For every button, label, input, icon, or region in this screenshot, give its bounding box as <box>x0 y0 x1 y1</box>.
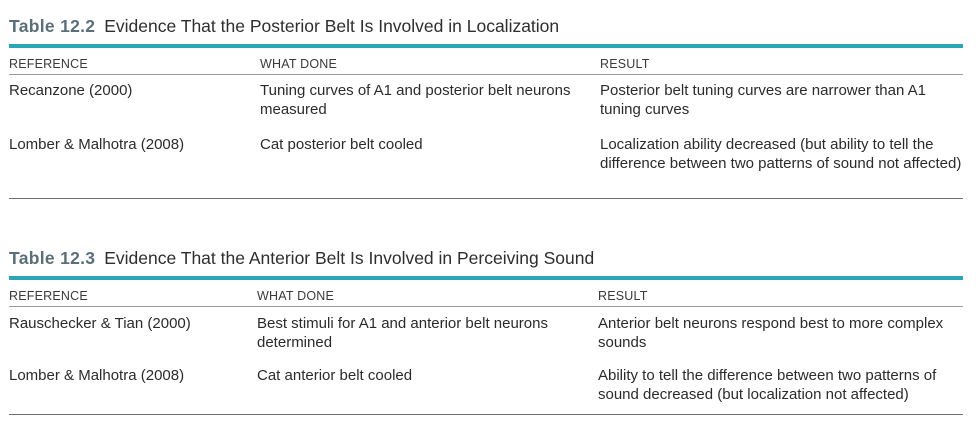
accent-rule <box>9 276 963 280</box>
header-result: RESULT <box>600 57 650 71</box>
cell-reference: Recanzone (2000) <box>9 82 133 99</box>
cell-result: Posterior belt tuning curves are narrowe… <box>600 82 927 118</box>
cell-reference: Lomber & Malhotra (2008) <box>9 367 185 384</box>
cell-what-done: Best stimuli for A1 and anterior belt ne… <box>257 315 548 351</box>
table-caption: Evidence That the Anterior Belt Is Invol… <box>104 248 595 268</box>
header-divider <box>9 306 963 307</box>
header-what-done: WHAT DONE <box>260 57 338 71</box>
table-title: Table 12.3 Evidence That the Anterior Be… <box>9 246 963 270</box>
cell-what-done: Tuning curves of A1 and posterior belt n… <box>260 82 571 118</box>
header-reference: REFERENCE <box>9 57 88 71</box>
table-row: Lomber & Malhotra (2008) Cat anterior be… <box>9 360 963 414</box>
table-12-3: Table 12.3 Evidence That the Anterior Be… <box>9 246 963 415</box>
cell-what-done: Cat anterior belt cooled <box>257 367 413 384</box>
table-number: Table 12.3 <box>9 248 96 268</box>
table-header: REFERENCE WHAT DONE RESULT <box>9 280 963 306</box>
cell-reference: Lomber & Malhotra (2008) <box>9 136 185 153</box>
table-bottom-rule <box>9 198 963 199</box>
table-caption: Evidence That the Posterior Belt Is Invo… <box>104 16 560 36</box>
table-row: Lomber & Malhotra (2008) Cat posterior b… <box>9 131 963 198</box>
cell-result: Anterior belt neurons respond best to mo… <box>598 315 944 351</box>
header-result: RESULT <box>598 289 648 303</box>
table-row: Rauschecker & Tian (2000) Best stimuli f… <box>9 307 963 360</box>
header-divider <box>9 74 963 75</box>
header-what-done: WHAT DONE <box>257 289 335 303</box>
cell-reference: Rauschecker & Tian (2000) <box>9 315 191 332</box>
table-12-2: Table 12.2 Evidence That the Posterior B… <box>9 14 963 199</box>
table-header: REFERENCE WHAT DONE RESULT <box>9 48 963 74</box>
table-row: Recanzone (2000) Tuning curves of A1 and… <box>9 75 963 131</box>
cell-result: Ability to tell the difference between t… <box>598 367 937 403</box>
accent-rule <box>9 44 963 48</box>
table-number: Table 12.2 <box>9 16 96 36</box>
header-reference: REFERENCE <box>9 289 88 303</box>
table-title: Table 12.2 Evidence That the Posterior B… <box>9 14 963 38</box>
table-bottom-rule <box>9 414 963 415</box>
cell-result: Localization ability decreased (but abil… <box>600 136 962 172</box>
cell-what-done: Cat posterior belt cooled <box>260 136 423 153</box>
